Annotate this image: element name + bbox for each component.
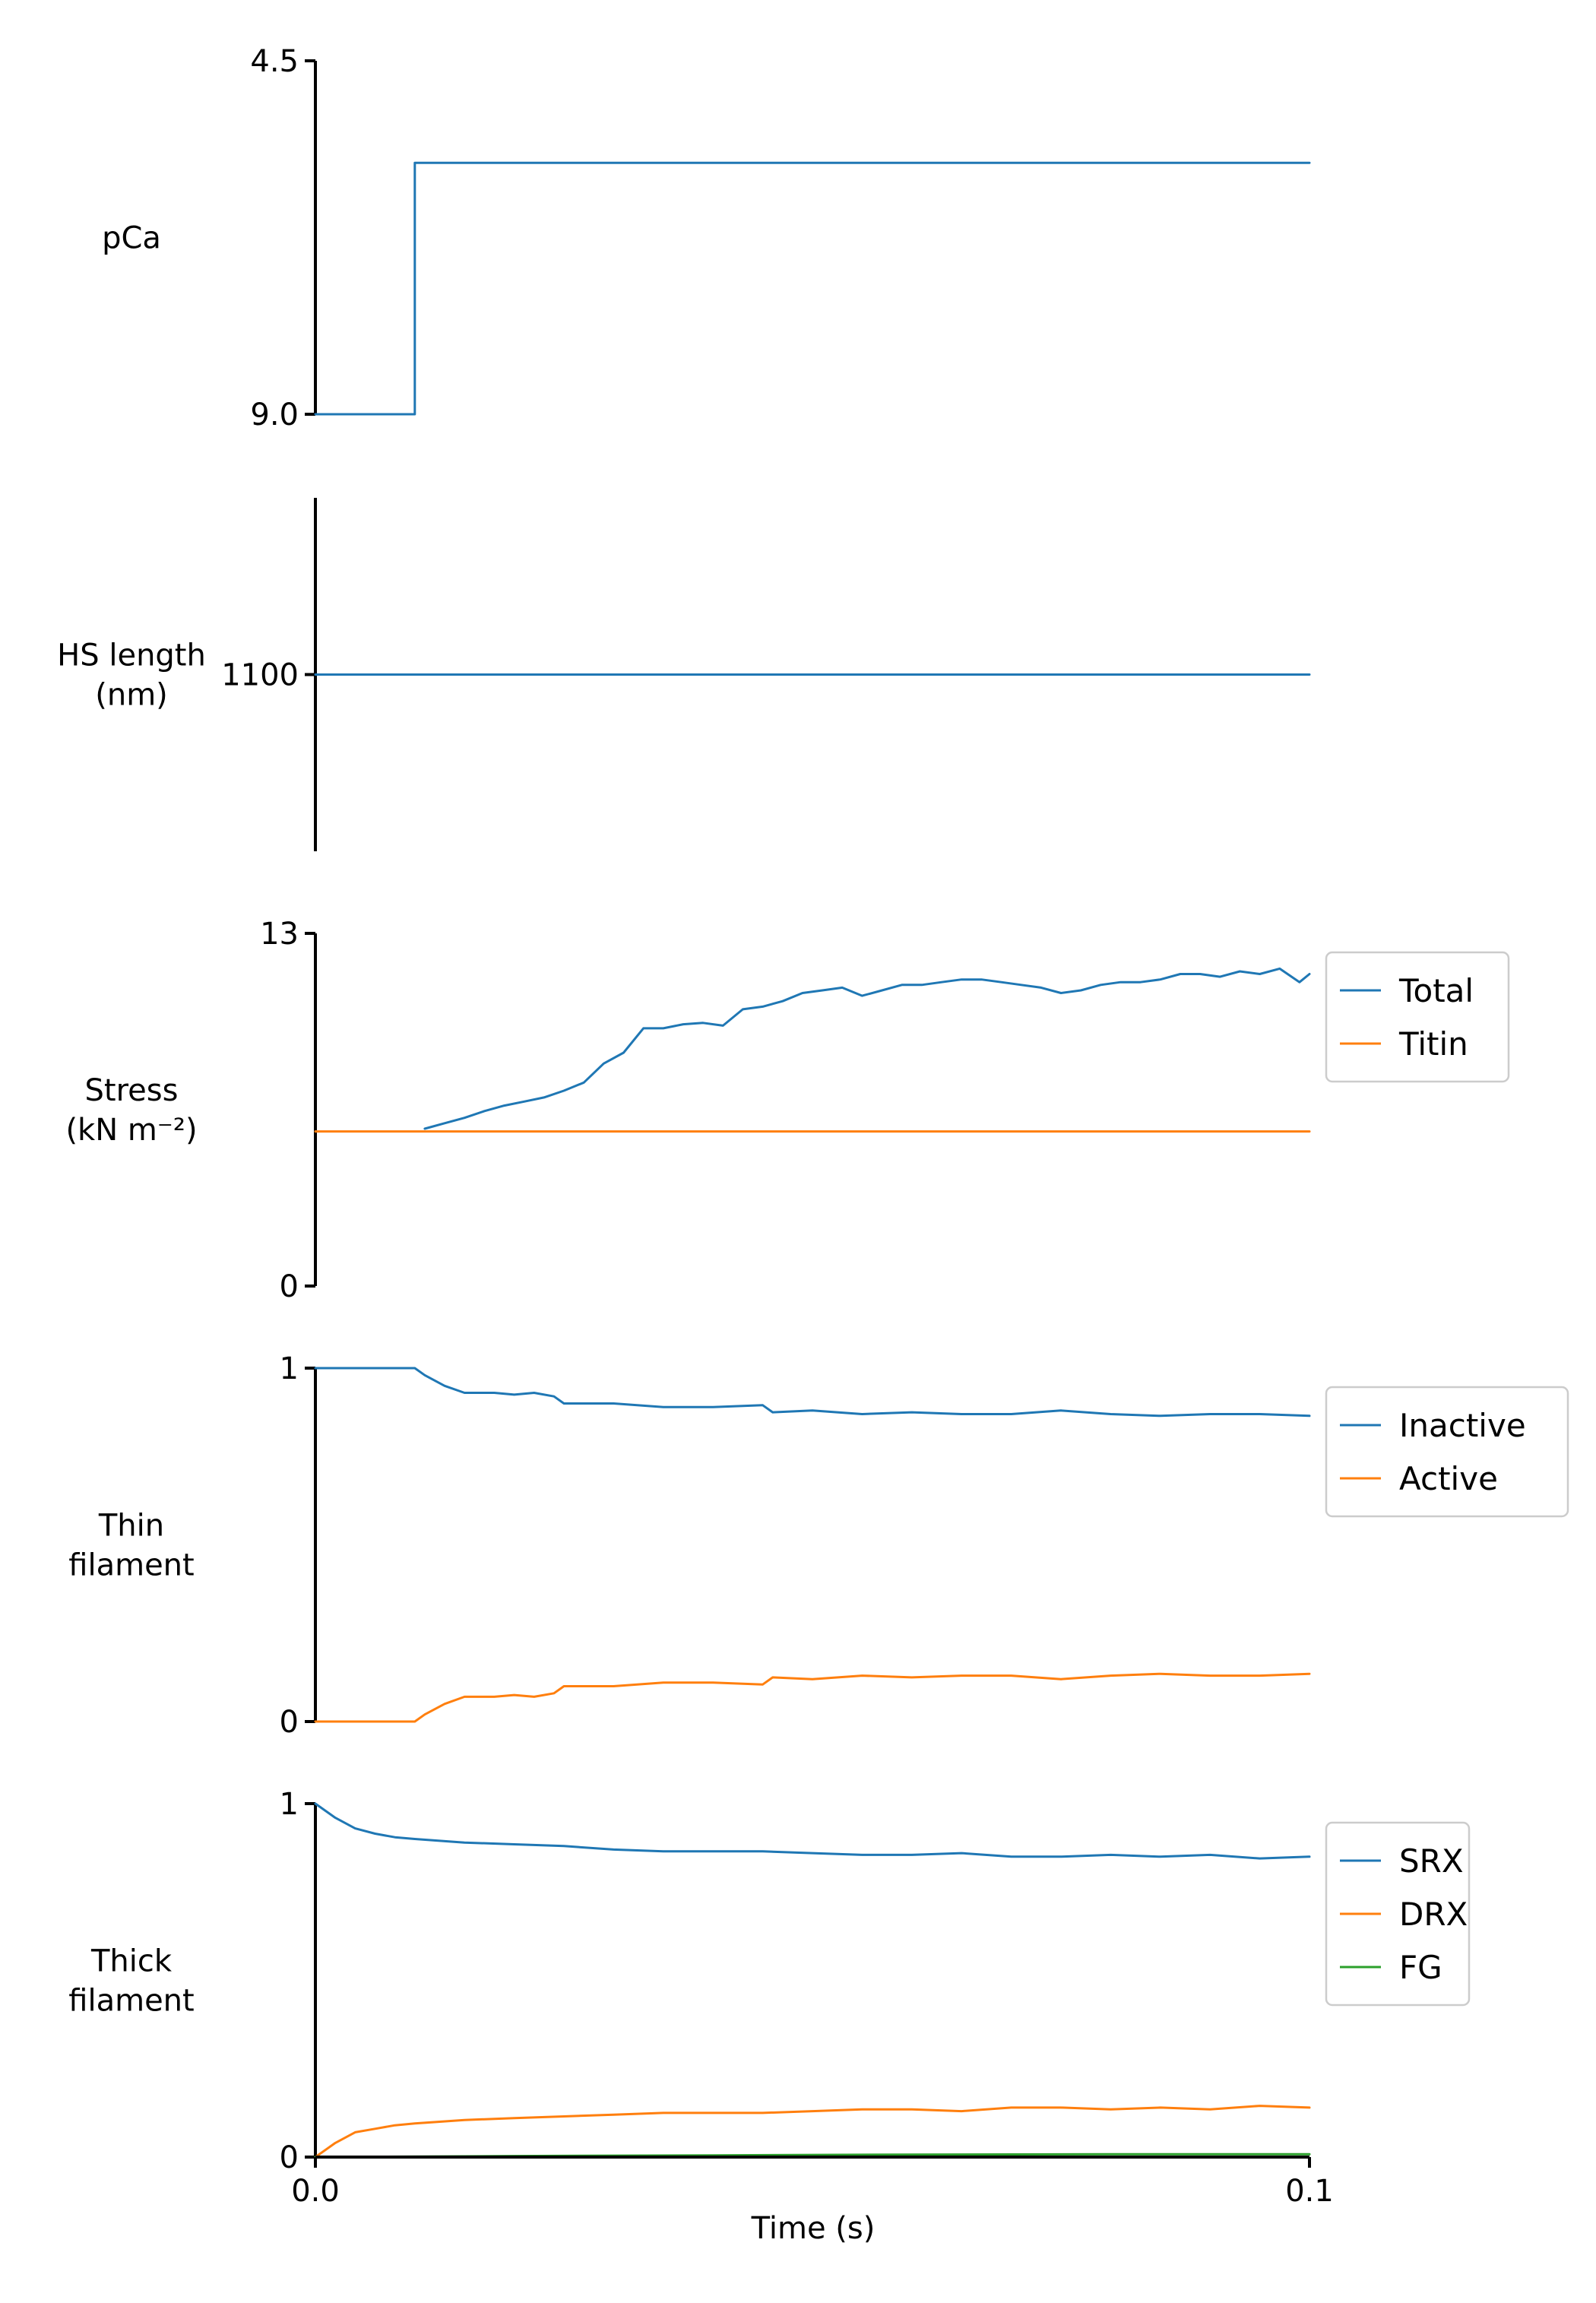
- series-line-total: [423, 967, 1311, 1130]
- y-axis-label: (nm): [95, 678, 168, 713]
- legend-label: DRX: [1399, 1896, 1468, 1933]
- y-axis-label: Thick: [90, 1944, 173, 1979]
- y-tick-label: 0: [280, 1705, 299, 1740]
- legend-label: SRX: [1399, 1842, 1464, 1880]
- legend-label: Total: [1398, 972, 1474, 1009]
- legend: SRX DRX FG: [1325, 1821, 1471, 2007]
- y-axis-label: HS length: [57, 638, 206, 673]
- y-axis-label: filament: [68, 1548, 194, 1583]
- legend-label: Inactive: [1399, 1407, 1526, 1444]
- y-tick-label: 0: [280, 1269, 299, 1304]
- y-tick-label: 1: [280, 1787, 299, 1822]
- shared-x-axis: Time (s) 0.0 0.1: [291, 2156, 1334, 2246]
- legend-label: Active: [1399, 1460, 1498, 1497]
- y-axis-label: Stress: [85, 1073, 179, 1108]
- y-axis-label: (kN m⁻²): [65, 1113, 197, 1148]
- legend-frame: [1325, 951, 1510, 1083]
- series-line-drx: [314, 2105, 1311, 2159]
- x-axis-label: Time (s): [751, 2211, 876, 2246]
- y-axis-label: filament: [68, 1984, 194, 2019]
- panel-thin_filament: 0 1 Thin filament Inactive Active: [68, 1351, 1569, 1740]
- y-axis-label: Thin: [98, 1509, 164, 1544]
- series-line-srx: [314, 1802, 1311, 1860]
- y-tick-label: 13: [260, 917, 299, 952]
- legend-frame: [1325, 1386, 1569, 1518]
- series-line-pca: [314, 161, 1311, 416]
- legend-frame: [1325, 1821, 1471, 2007]
- y-tick-label: 1100: [221, 658, 299, 693]
- panel-stress: 0 13 Stress (kN m⁻²) Total Titin: [65, 917, 1510, 1304]
- panel-thick_filament: 0 1 Thick filament SRX DRX FG: [68, 1787, 1471, 2175]
- y-tick-label: 9.0: [250, 398, 299, 432]
- y-tick-label: 1: [280, 1351, 299, 1386]
- series-line-active: [314, 1672, 1311, 1723]
- panel-pca: 4.5 9.0 pCa: [102, 44, 1311, 432]
- x-tick-label: 0.1: [1285, 2174, 1334, 2209]
- y-axis-label: pCa: [102, 221, 161, 256]
- x-tick-label: 0.0: [291, 2174, 340, 2209]
- y-tick-label: 4.5: [250, 44, 299, 79]
- series-line-inactive: [314, 1367, 1311, 1418]
- legend-label: FG: [1399, 1949, 1442, 1986]
- legend-label: Titin: [1398, 1025, 1468, 1063]
- legend: Total Titin: [1325, 951, 1510, 1083]
- legend: Inactive Active: [1325, 1386, 1569, 1518]
- y-tick-label: 0: [280, 2140, 299, 2175]
- panel-hs_length: 1100 HS length (nm): [57, 498, 1311, 851]
